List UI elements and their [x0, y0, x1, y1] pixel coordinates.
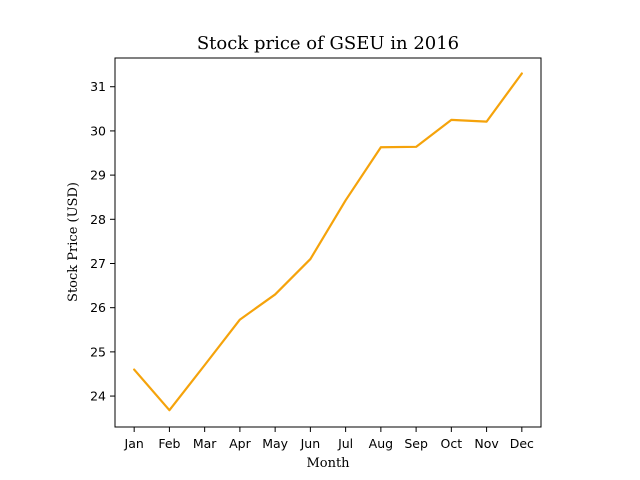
y-tick-label: 28 [90, 212, 106, 227]
y-tick-label: 27 [90, 256, 106, 271]
x-tick-label: Jun [300, 436, 321, 451]
y-axis-label: Stock Price (USD) [66, 182, 81, 302]
y-tick-label: 26 [90, 300, 106, 315]
y-tick-label: 25 [90, 344, 106, 359]
plot-frame [114, 57, 542, 428]
y-tick-label: 30 [90, 123, 106, 138]
y-tick-label: 29 [90, 168, 106, 183]
x-tick-label: Oct [441, 436, 463, 451]
x-axis-label: Month [306, 456, 350, 471]
x-tick-label: Aug [369, 436, 393, 451]
x-tick-label: Sep [404, 436, 428, 451]
x-tick-label: May [262, 436, 288, 451]
y-tick-label: 31 [90, 79, 106, 94]
x-tick-label: Jul [337, 436, 353, 451]
series-line-0 [133, 72, 523, 412]
x-tick-label: Nov [474, 436, 499, 451]
x-tick-label: Feb [158, 436, 180, 451]
x-tick-label: Mar [193, 436, 217, 451]
x-tick-label: Dec [510, 436, 534, 451]
x-tick-label: Jan [124, 436, 144, 451]
plot-area: Jan Feb Mar Apr May Jun Jul Aug Sep Oct Nov Dec 24 25… [90, 57, 542, 451]
y-tick-label: 24 [90, 389, 106, 404]
x-tick-label: Apr [229, 436, 251, 451]
chart-title: Stock price of GSEU in 2016 [197, 33, 459, 54]
